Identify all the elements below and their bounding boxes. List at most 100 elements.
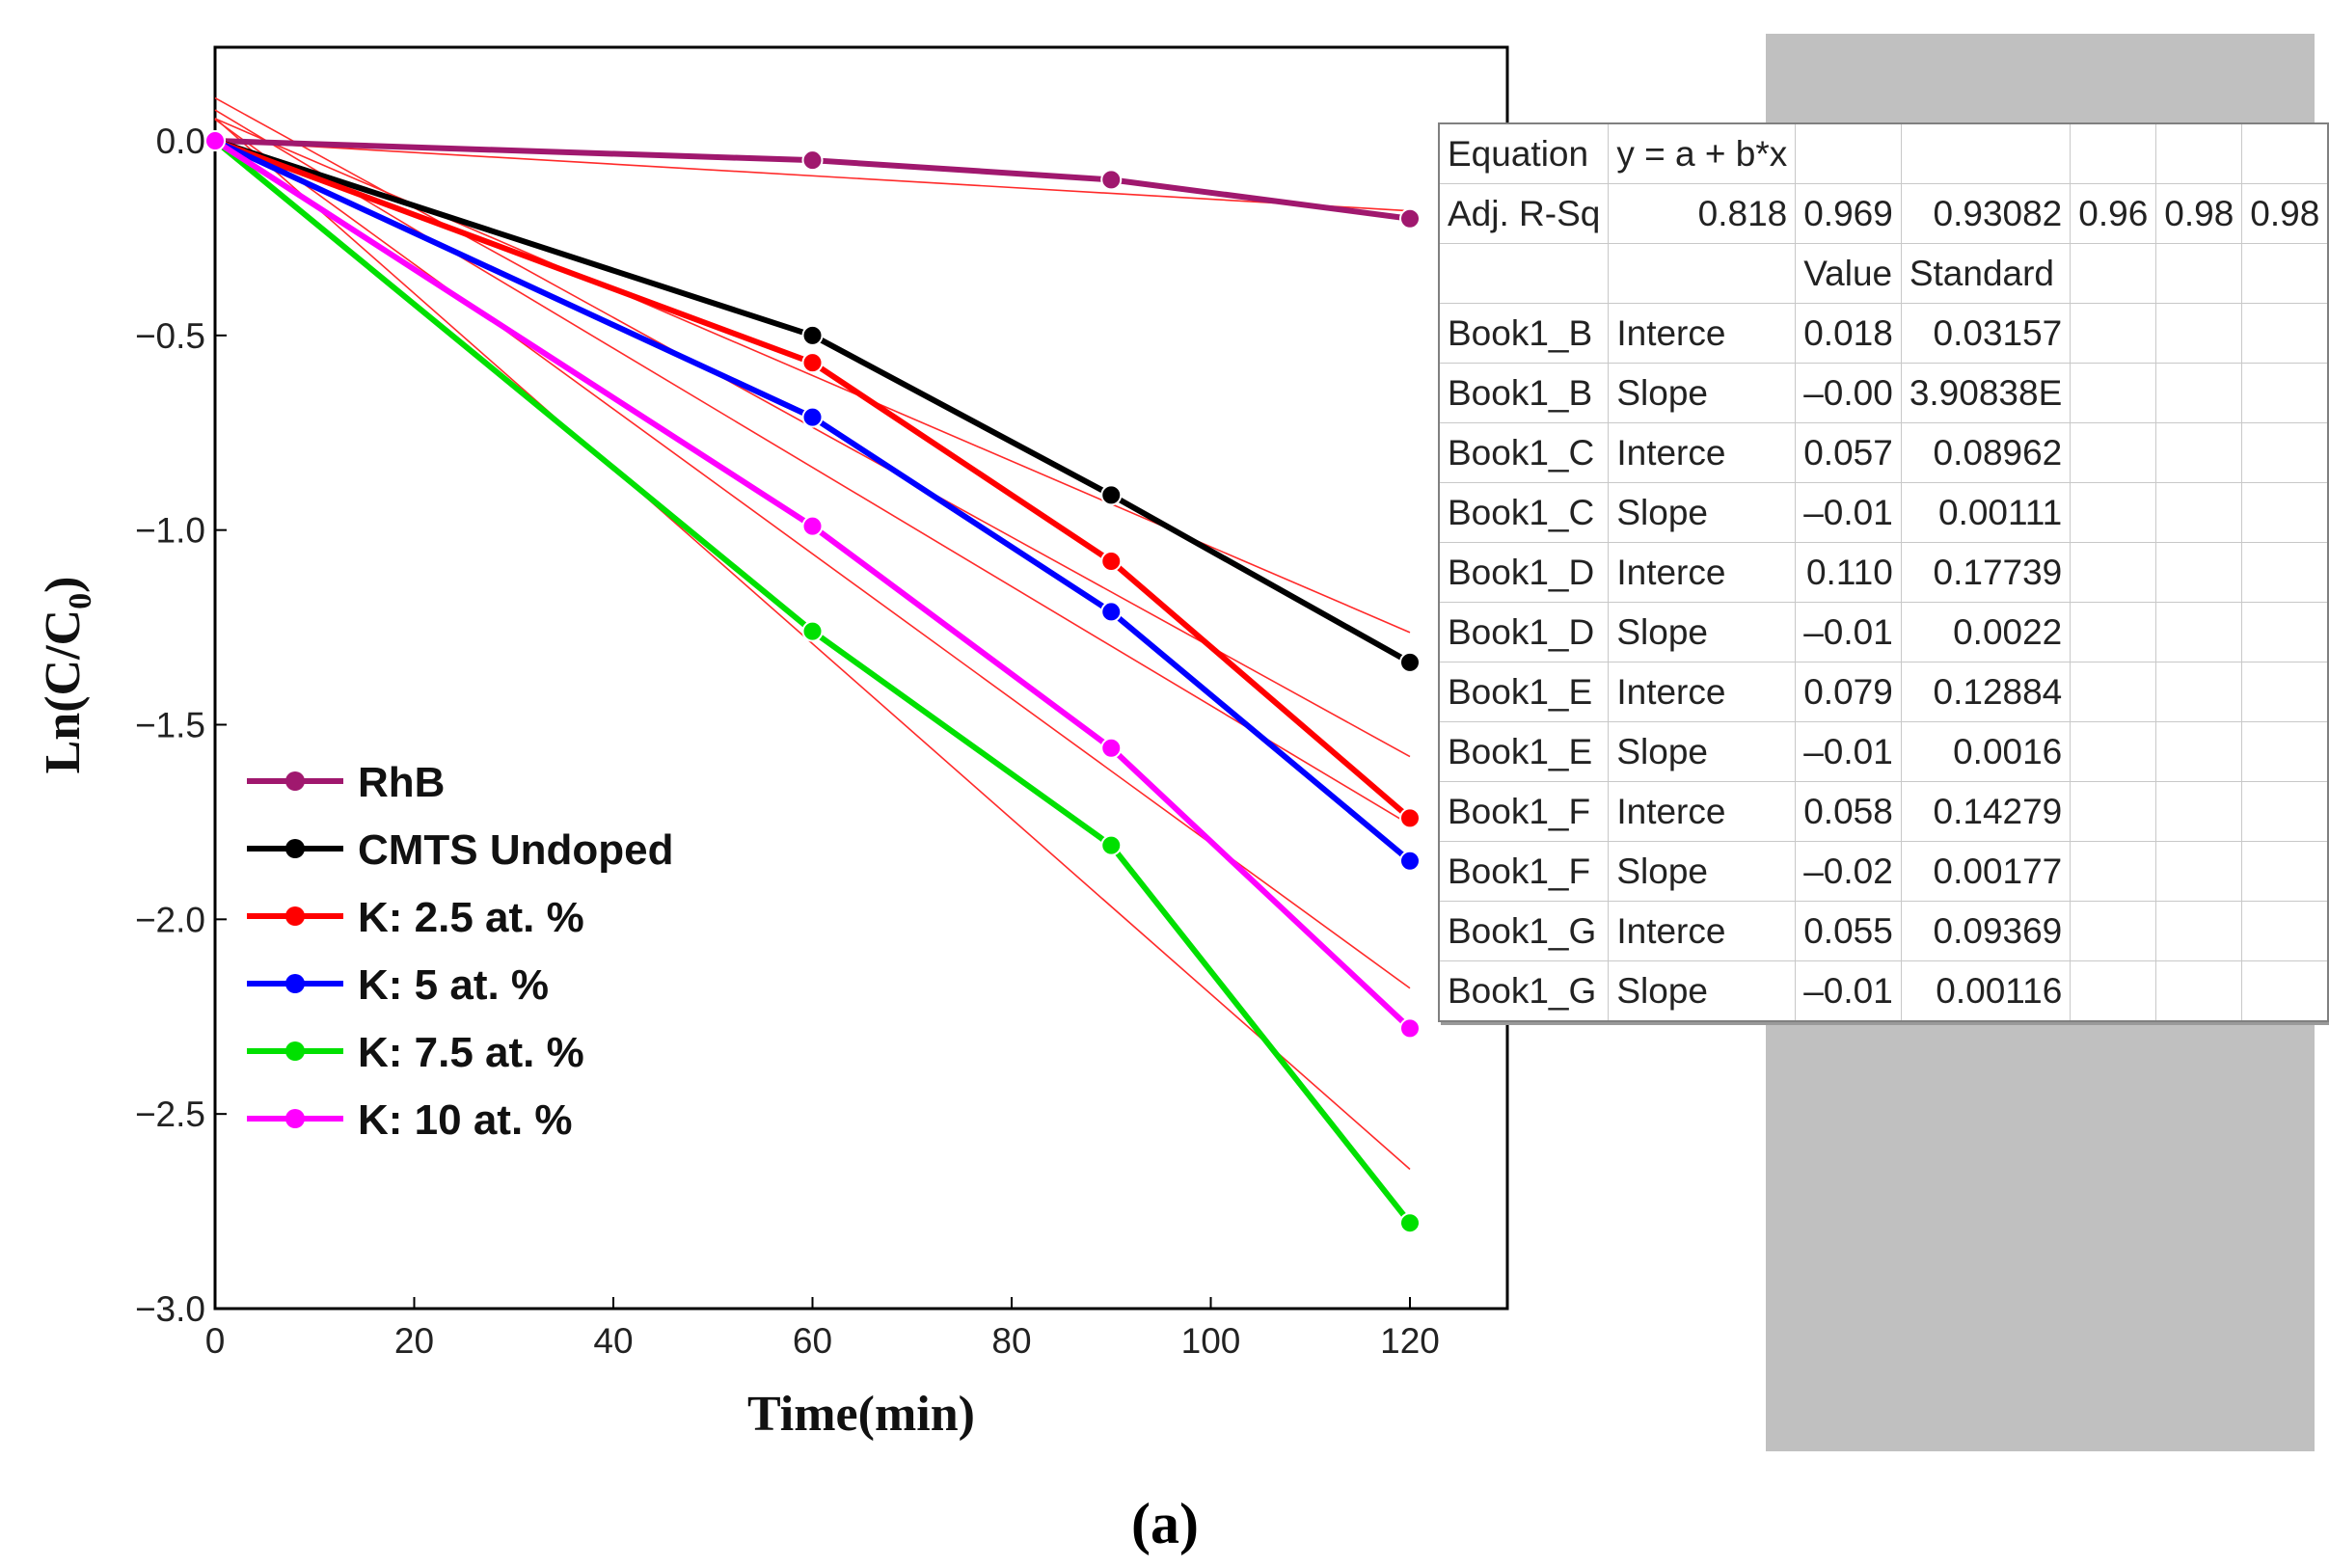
table-row: Book1_D Slope –0.01 0.0022 xyxy=(1438,602,2329,662)
y-tick-label: −2.5 xyxy=(135,1095,205,1134)
data-point xyxy=(1399,651,1421,673)
table-cell xyxy=(2241,781,2329,842)
table-cell: Slope xyxy=(1608,482,1797,543)
table-cell: Book1_F xyxy=(1438,841,1610,902)
table-cell: Value xyxy=(1795,243,1902,304)
data-point xyxy=(204,130,226,151)
table-cell: 0.818 xyxy=(1608,183,1797,244)
table-row: Book1_B Slope –0.00 3.90838E xyxy=(1438,363,2329,423)
legend-swatch-marker xyxy=(285,974,305,993)
data-point xyxy=(801,406,824,428)
series-group xyxy=(204,130,1421,1040)
data-point xyxy=(1100,169,1123,191)
table-cell xyxy=(2070,482,2157,543)
table-cell: 0.969 xyxy=(1795,183,1902,244)
table-cell: Slope xyxy=(1608,721,1797,782)
legend-swatch-marker xyxy=(285,1041,305,1061)
table-row: Book1_G Slope –0.01 0.00116 xyxy=(1438,960,2329,1022)
y-tick-label: −0.5 xyxy=(135,316,205,356)
data-point xyxy=(801,515,824,537)
table-cell: –0.01 xyxy=(1795,721,1902,782)
table-cell: Book1_B xyxy=(1438,363,1610,423)
table-cell: 3.90838E xyxy=(1900,363,2072,423)
table-cell: 0.0016 xyxy=(1900,721,2072,782)
table-cell xyxy=(2070,243,2157,304)
table-cell xyxy=(2070,422,2157,483)
table-cell: Book1_C xyxy=(1438,482,1610,543)
table-row: Book1_D Interce 0.110 0.17739 xyxy=(1438,542,2329,603)
table-cell: 0.03157 xyxy=(1900,303,2072,364)
series-line xyxy=(214,138,1411,222)
table-cell: Book1_F xyxy=(1438,781,1610,842)
x-tick-label: 80 xyxy=(991,1321,1031,1361)
table-cell: Book1_E xyxy=(1438,721,1610,782)
legend-label: CMTS Undoped xyxy=(358,826,674,874)
table-cell: Book1_D xyxy=(1438,602,1610,662)
data-point xyxy=(1399,207,1421,230)
y-tick-label: −1.0 xyxy=(135,511,205,551)
table-cell xyxy=(2070,662,2157,722)
table-row: Book1_C Interce 0.057 0.08962 xyxy=(1438,422,2329,483)
table-cell: 0.08962 xyxy=(1900,422,2072,483)
table-cell: Book1_G xyxy=(1438,901,1610,961)
table-cell: Slope xyxy=(1608,363,1797,423)
y-axis-title-main: Ln(C/C xyxy=(36,609,91,773)
legend-swatch-marker xyxy=(285,1109,305,1128)
fit-line xyxy=(214,109,1411,825)
y-tick-label: −1.5 xyxy=(135,706,205,745)
plot-frame xyxy=(213,45,1509,1311)
legend-item: K: 5 at. % xyxy=(247,961,549,1009)
table-cell xyxy=(2155,422,2243,483)
table-cell: 0.058 xyxy=(1795,781,1902,842)
table-cell: 0.09369 xyxy=(1900,901,2072,961)
legend-item: K: 10 at. % xyxy=(247,1096,573,1144)
x-tick-label: 40 xyxy=(593,1321,633,1361)
table-cell xyxy=(2155,841,2243,902)
data-point xyxy=(801,324,824,346)
table-cell xyxy=(2070,602,2157,662)
series-line xyxy=(213,138,1412,821)
fit-line xyxy=(214,140,1411,212)
legend-label: RhB xyxy=(358,759,445,806)
table-cell xyxy=(2155,781,2243,842)
table-cell: Slope xyxy=(1608,602,1797,662)
table-row: Book1_B Interce 0.018 0.03157 xyxy=(1438,303,2329,364)
data-point xyxy=(1100,834,1123,856)
table-cell: 0.055 xyxy=(1795,901,1902,961)
table-cell: 0.00116 xyxy=(1900,960,2072,1022)
table-row: Equation y = a + b*x xyxy=(1438,122,2329,184)
table-cell xyxy=(2241,841,2329,902)
x-tick-label: 120 xyxy=(1380,1321,1440,1361)
table-cell xyxy=(2070,901,2157,961)
table-cell xyxy=(2155,303,2243,364)
table-cell xyxy=(1900,122,2072,184)
table-cell: Standard xyxy=(1900,243,2072,304)
series-line xyxy=(213,138,1412,864)
table-cell xyxy=(2070,303,2157,364)
table-cell xyxy=(2241,542,2329,603)
table-cell: 0.0022 xyxy=(1900,602,2072,662)
series-line xyxy=(213,138,1413,1226)
table-cell xyxy=(1795,122,1902,184)
legend-item: RhB xyxy=(247,759,445,806)
table-cell xyxy=(2155,542,2243,603)
legend-item: K: 7.5 at. % xyxy=(247,1029,584,1076)
data-point xyxy=(801,620,824,642)
series-line xyxy=(213,138,1413,1031)
table-cell: 0.98 xyxy=(2241,183,2329,244)
legend-swatch-marker xyxy=(285,771,305,791)
table-cell: Interce xyxy=(1608,303,1797,364)
table-cell: 0.14279 xyxy=(1900,781,2072,842)
x-axis-ticks: 0 20 40 60 80 100 120 xyxy=(205,1297,1440,1361)
table-cell: 0.079 xyxy=(1795,662,1902,722)
table-cell xyxy=(2155,721,2243,782)
table-cell xyxy=(2241,482,2329,543)
data-point xyxy=(1399,1017,1421,1040)
table-cell xyxy=(2241,901,2329,961)
table-cell xyxy=(2155,122,2243,184)
table-cell xyxy=(2070,960,2157,1022)
table-row: Value Standard xyxy=(1438,243,2329,304)
series-lines xyxy=(204,130,1421,1234)
table-cell xyxy=(1608,243,1797,304)
data-point xyxy=(1100,601,1123,623)
